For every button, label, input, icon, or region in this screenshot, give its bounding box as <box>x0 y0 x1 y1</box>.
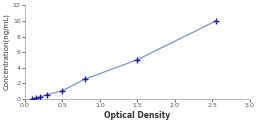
Y-axis label: Concentration(ng/mL): Concentration(ng/mL) <box>3 14 10 90</box>
X-axis label: Optical Density: Optical Density <box>104 111 170 120</box>
